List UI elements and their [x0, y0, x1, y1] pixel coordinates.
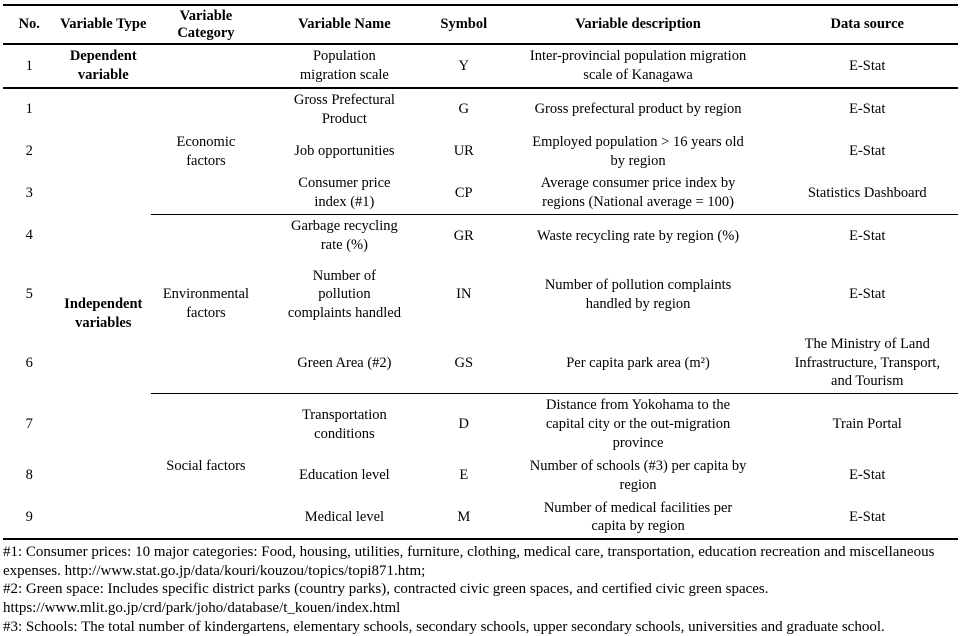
table-row-dependent: 1 Dependent variable Population migratio… [3, 44, 958, 90]
no-cell: 8 [25, 467, 33, 484]
data-source-cell: E-Stat [849, 143, 886, 160]
variable-type-cell: Dependent variable [55, 44, 152, 90]
table-row: 1 Independent variables Economic factors… [3, 88, 958, 331]
description-cell: Distance from Yokohama to the capital ci… [545, 397, 731, 451]
footnote-3: #3: Schools: The total number of kinderg… [3, 618, 885, 635]
variable-name-cell: Consumer price index (#1) [260, 172, 428, 216]
symbol-cell: UR [453, 143, 474, 160]
data-source-cell: Statistics Dashboard [776, 172, 958, 216]
symbol-cell: IN [456, 286, 472, 303]
symbol-cell: E [459, 467, 469, 484]
table-row: 6 Green Area (#2) GS Per capita park are… [3, 332, 958, 395]
variable-name-cell: Transportation conditions [301, 406, 387, 442]
symbol-cell: GS [427, 332, 500, 395]
no-cell: 6 [25, 354, 33, 371]
table-footnotes: #1: Consumer prices: 10 major categories… [3, 543, 958, 636]
data-source-cell: E-Stat [849, 227, 886, 244]
header-no: No. [3, 5, 56, 46]
description-cell: Average consumer price index by regions … [499, 172, 777, 216]
variable-category-cell: Economic factors [151, 88, 261, 216]
description-cell: Waste recycling rate by region (%) [536, 227, 740, 244]
table-row: 3 Consumer price index (#1) CP Average c… [3, 172, 958, 216]
symbol-cell: M [457, 508, 471, 525]
footnote-1: #1: Consumer prices: 10 major categories… [3, 544, 935, 579]
header-variable-type: Variable Type [55, 5, 152, 46]
description-cell: Number of schools (#3) per capita by reg… [529, 457, 747, 493]
table-row: 8 Education level E Number of schools (#… [3, 455, 958, 497]
description-cell: Per capita park area (m²) [499, 332, 777, 395]
header-row: No. Variable Type Variable Category Vari… [3, 5, 958, 46]
symbol-cell: Y [427, 44, 500, 90]
variable-name-cell: Job opportunities [294, 143, 395, 160]
description-cell: Employed population > 16 years old by re… [532, 133, 744, 169]
data-source-cell: The Ministry of Land Infrastructure, Tra… [776, 332, 958, 395]
description-cell: Inter-provincial population migration sc… [499, 44, 777, 90]
variable-category-cell: Environmental factors [151, 214, 261, 395]
data-source-cell: E-Stat [849, 101, 886, 118]
symbol-cell: GR [453, 227, 474, 244]
no-cell: 1 [25, 101, 33, 118]
table-row: 7 Social factors Transportation conditio… [3, 394, 958, 474]
no-cell: 7 [25, 415, 33, 432]
no-cell: 5 [25, 286, 33, 303]
variable-type-cell: Independent variables [64, 295, 143, 331]
variable-name-cell: Number of pollution complaints handled [287, 267, 401, 322]
description-cell: Gross prefectural product by region [534, 101, 742, 118]
data-source-cell: E-Stat [849, 286, 886, 303]
variable-name-cell: Population migration scale [260, 44, 428, 90]
symbol-cell: CP [427, 172, 500, 216]
table-row: 2 Job opportunities UR Employed populati… [3, 131, 958, 173]
description-cell: Number of pollution complaints handled b… [544, 276, 732, 312]
variable-category-cell: Social factors [166, 457, 246, 474]
variable-category-cell [151, 44, 261, 90]
no-cell: 2 [25, 143, 33, 160]
header-data-source: Data source [776, 5, 958, 46]
variable-name-cell: Education level [299, 467, 390, 484]
no-cell: 9 [25, 508, 33, 525]
no-cell: 4 [25, 227, 33, 244]
header-symbol: Symbol [427, 5, 500, 46]
header-variable-category: Variable Category [151, 5, 261, 46]
variables-table: No. Variable Type Variable Category Vari… [3, 4, 958, 541]
variable-name-cell: Garbage recycling rate (%) [291, 218, 398, 253]
table-row: 9 Medical level M Number of medical faci… [3, 497, 958, 540]
data-source-cell: E-Stat [849, 508, 886, 525]
variable-name-cell: Medical level [304, 508, 385, 525]
variable-name-cell: Gross Prefectural Product [293, 92, 395, 127]
no-cell: 3 [25, 185, 33, 202]
no-cell: 1 [3, 44, 56, 90]
header-variable-description: Variable description [499, 5, 777, 46]
variable-name-cell: Green Area (#2) [260, 332, 428, 395]
data-source-cell: E-Stat [776, 44, 958, 90]
footnote-2: #2: Green space: Includes specific distr… [3, 581, 769, 616]
symbol-cell: G [458, 101, 469, 118]
description-cell: Number of medical facilities per capita … [543, 499, 733, 535]
data-source-cell: Train Portal [832, 416, 902, 433]
table-row: 4 Environmental factors Garbage recyclin… [3, 214, 958, 395]
symbol-cell: D [458, 416, 469, 433]
header-variable-name: Variable Name [260, 5, 428, 46]
table-row: 5 Number of pollution complaints handled… [3, 257, 958, 333]
data-source-cell: E-Stat [849, 467, 886, 484]
